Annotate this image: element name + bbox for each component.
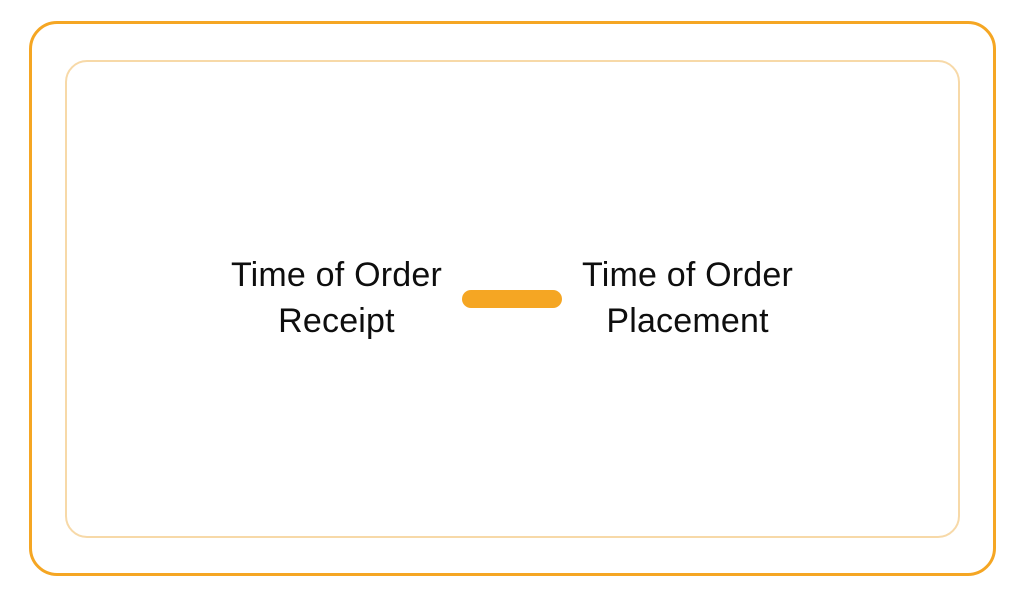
left-term-line1: Time of Order (231, 253, 442, 299)
formula-row: Time of Order Receipt Time of Order Plac… (67, 253, 958, 345)
left-term-line2: Receipt (231, 299, 442, 345)
outer-frame: Time of Order Receipt Time of Order Plac… (29, 21, 996, 576)
right-term-line1: Time of Order (582, 253, 793, 299)
minus-icon (462, 290, 562, 308)
left-term: Time of Order Receipt (231, 253, 442, 345)
right-term-line2: Placement (582, 299, 793, 345)
inner-frame: Time of Order Receipt Time of Order Plac… (65, 60, 960, 538)
right-term: Time of Order Placement (582, 253, 793, 345)
